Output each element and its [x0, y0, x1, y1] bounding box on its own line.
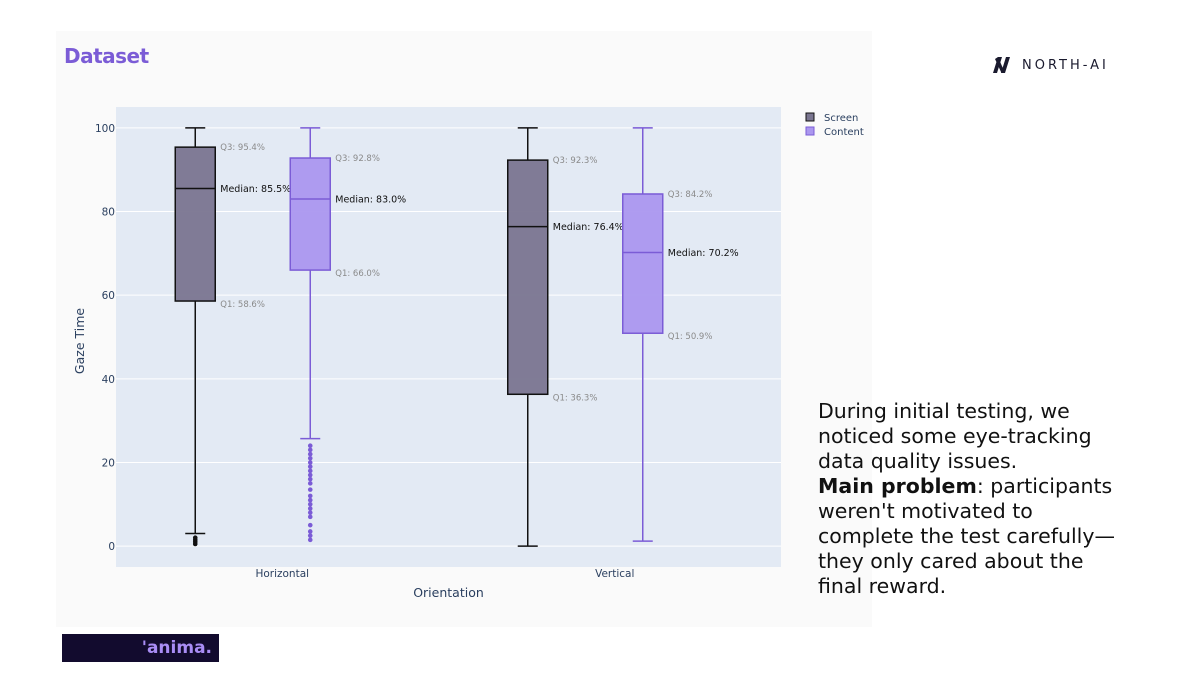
content-vertical-median-label: Median: 70.2%: [668, 248, 739, 259]
notes-intro: During initial testing, we noticed some …: [818, 399, 1092, 473]
screen-horizontal-outlier: [192, 535, 198, 541]
brand-logo: NORTH-AI: [992, 56, 1109, 74]
content-horizontal-outlier: [307, 501, 313, 507]
content-horizontal-outlier: [307, 493, 313, 499]
content-vertical-box: [622, 193, 664, 334]
content-horizontal-outlier: [307, 506, 313, 511]
brand-name: NORTH-AI: [1022, 57, 1109, 73]
screen-horizontal-box: [174, 146, 216, 302]
content-horizontal-outlier: [307, 472, 313, 478]
y-tick-label: 40: [102, 374, 115, 386]
y-tick-label: 80: [102, 207, 115, 219]
legend-label-content: Content: [824, 127, 864, 138]
screen-horizontal-q1-label: Q1: 58.6%: [220, 300, 265, 310]
x-axis-title: Orientation: [413, 585, 484, 600]
content-horizontal-outlier: [307, 481, 313, 486]
content-vertical-q3-label: Q3: 84.2%: [668, 190, 713, 200]
y-tick-label: 100: [95, 123, 115, 135]
content-horizontal-box: [289, 157, 331, 271]
content-horizontal-outlier: [307, 510, 313, 515]
content-horizontal-outlier: [307, 460, 313, 465]
content-horizontal-outlier: [307, 476, 313, 482]
notes-text: During initial testing, we noticed some …: [818, 399, 1118, 599]
screen-vertical-median-label: Median: 76.4%: [553, 222, 624, 233]
screen-vertical-q1-label: Q1: 36.3%: [553, 393, 598, 403]
x-tick-label: Vertical: [595, 568, 634, 580]
north-logo-icon: [993, 57, 1010, 73]
content-horizontal-median-label: Median: 83.0%: [335, 195, 406, 206]
anima-logo: 'anima.: [62, 634, 219, 662]
slide-title: Dataset: [64, 44, 149, 68]
content-horizontal-outlier: [307, 468, 313, 474]
content-horizontal-outlier: [307, 451, 313, 457]
notes-problem-label: Main problem: [818, 474, 977, 498]
notes-problem-text: : participants weren't motivated to comp…: [818, 474, 1115, 598]
content-horizontal-outlier: [307, 487, 313, 492]
notes-problem: Main problem: participants weren't motiv…: [818, 474, 1118, 599]
legend-swatch-content: [805, 126, 815, 136]
plot-area: [116, 107, 781, 567]
content-horizontal-outlier: [307, 464, 313, 469]
content-horizontal-q3-label: Q3: 92.8%: [335, 154, 380, 164]
content-horizontal-outlier: [307, 522, 313, 528]
content-horizontal-outlier: [307, 455, 313, 461]
content-horizontal-outlier: [307, 514, 313, 520]
screen-horizontal-q3-label: Q3: 95.4%: [220, 143, 265, 153]
content-horizontal-outlier: [307, 443, 313, 449]
anima-logo-text: 'anima.: [141, 638, 212, 658]
legend-label-screen: Screen: [824, 113, 858, 124]
y-tick-label: 0: [108, 541, 115, 553]
screen-horizontal-median-label: Median: 85.5%: [220, 184, 291, 195]
y-axis-title: Gaze Time: [72, 308, 87, 374]
content-horizontal-outlier: [307, 529, 313, 534]
content-horizontal-q1-label: Q1: 66.0%: [335, 269, 380, 279]
content-horizontal-outlier: [307, 447, 313, 453]
screen-vertical-box: [507, 159, 549, 396]
content-horizontal-outlier: [307, 533, 313, 538]
y-tick-label: 60: [102, 290, 115, 302]
screen-vertical-q3-label: Q3: 92.3%: [553, 156, 598, 166]
x-tick-label: Horizontal: [255, 568, 309, 580]
y-tick-label: 20: [102, 457, 115, 469]
content-vertical-q1-label: Q1: 50.9%: [668, 332, 713, 342]
content-horizontal-outlier: [307, 497, 313, 503]
content-horizontal-outlier: [307, 537, 313, 543]
legend-swatch-screen: [805, 112, 815, 122]
